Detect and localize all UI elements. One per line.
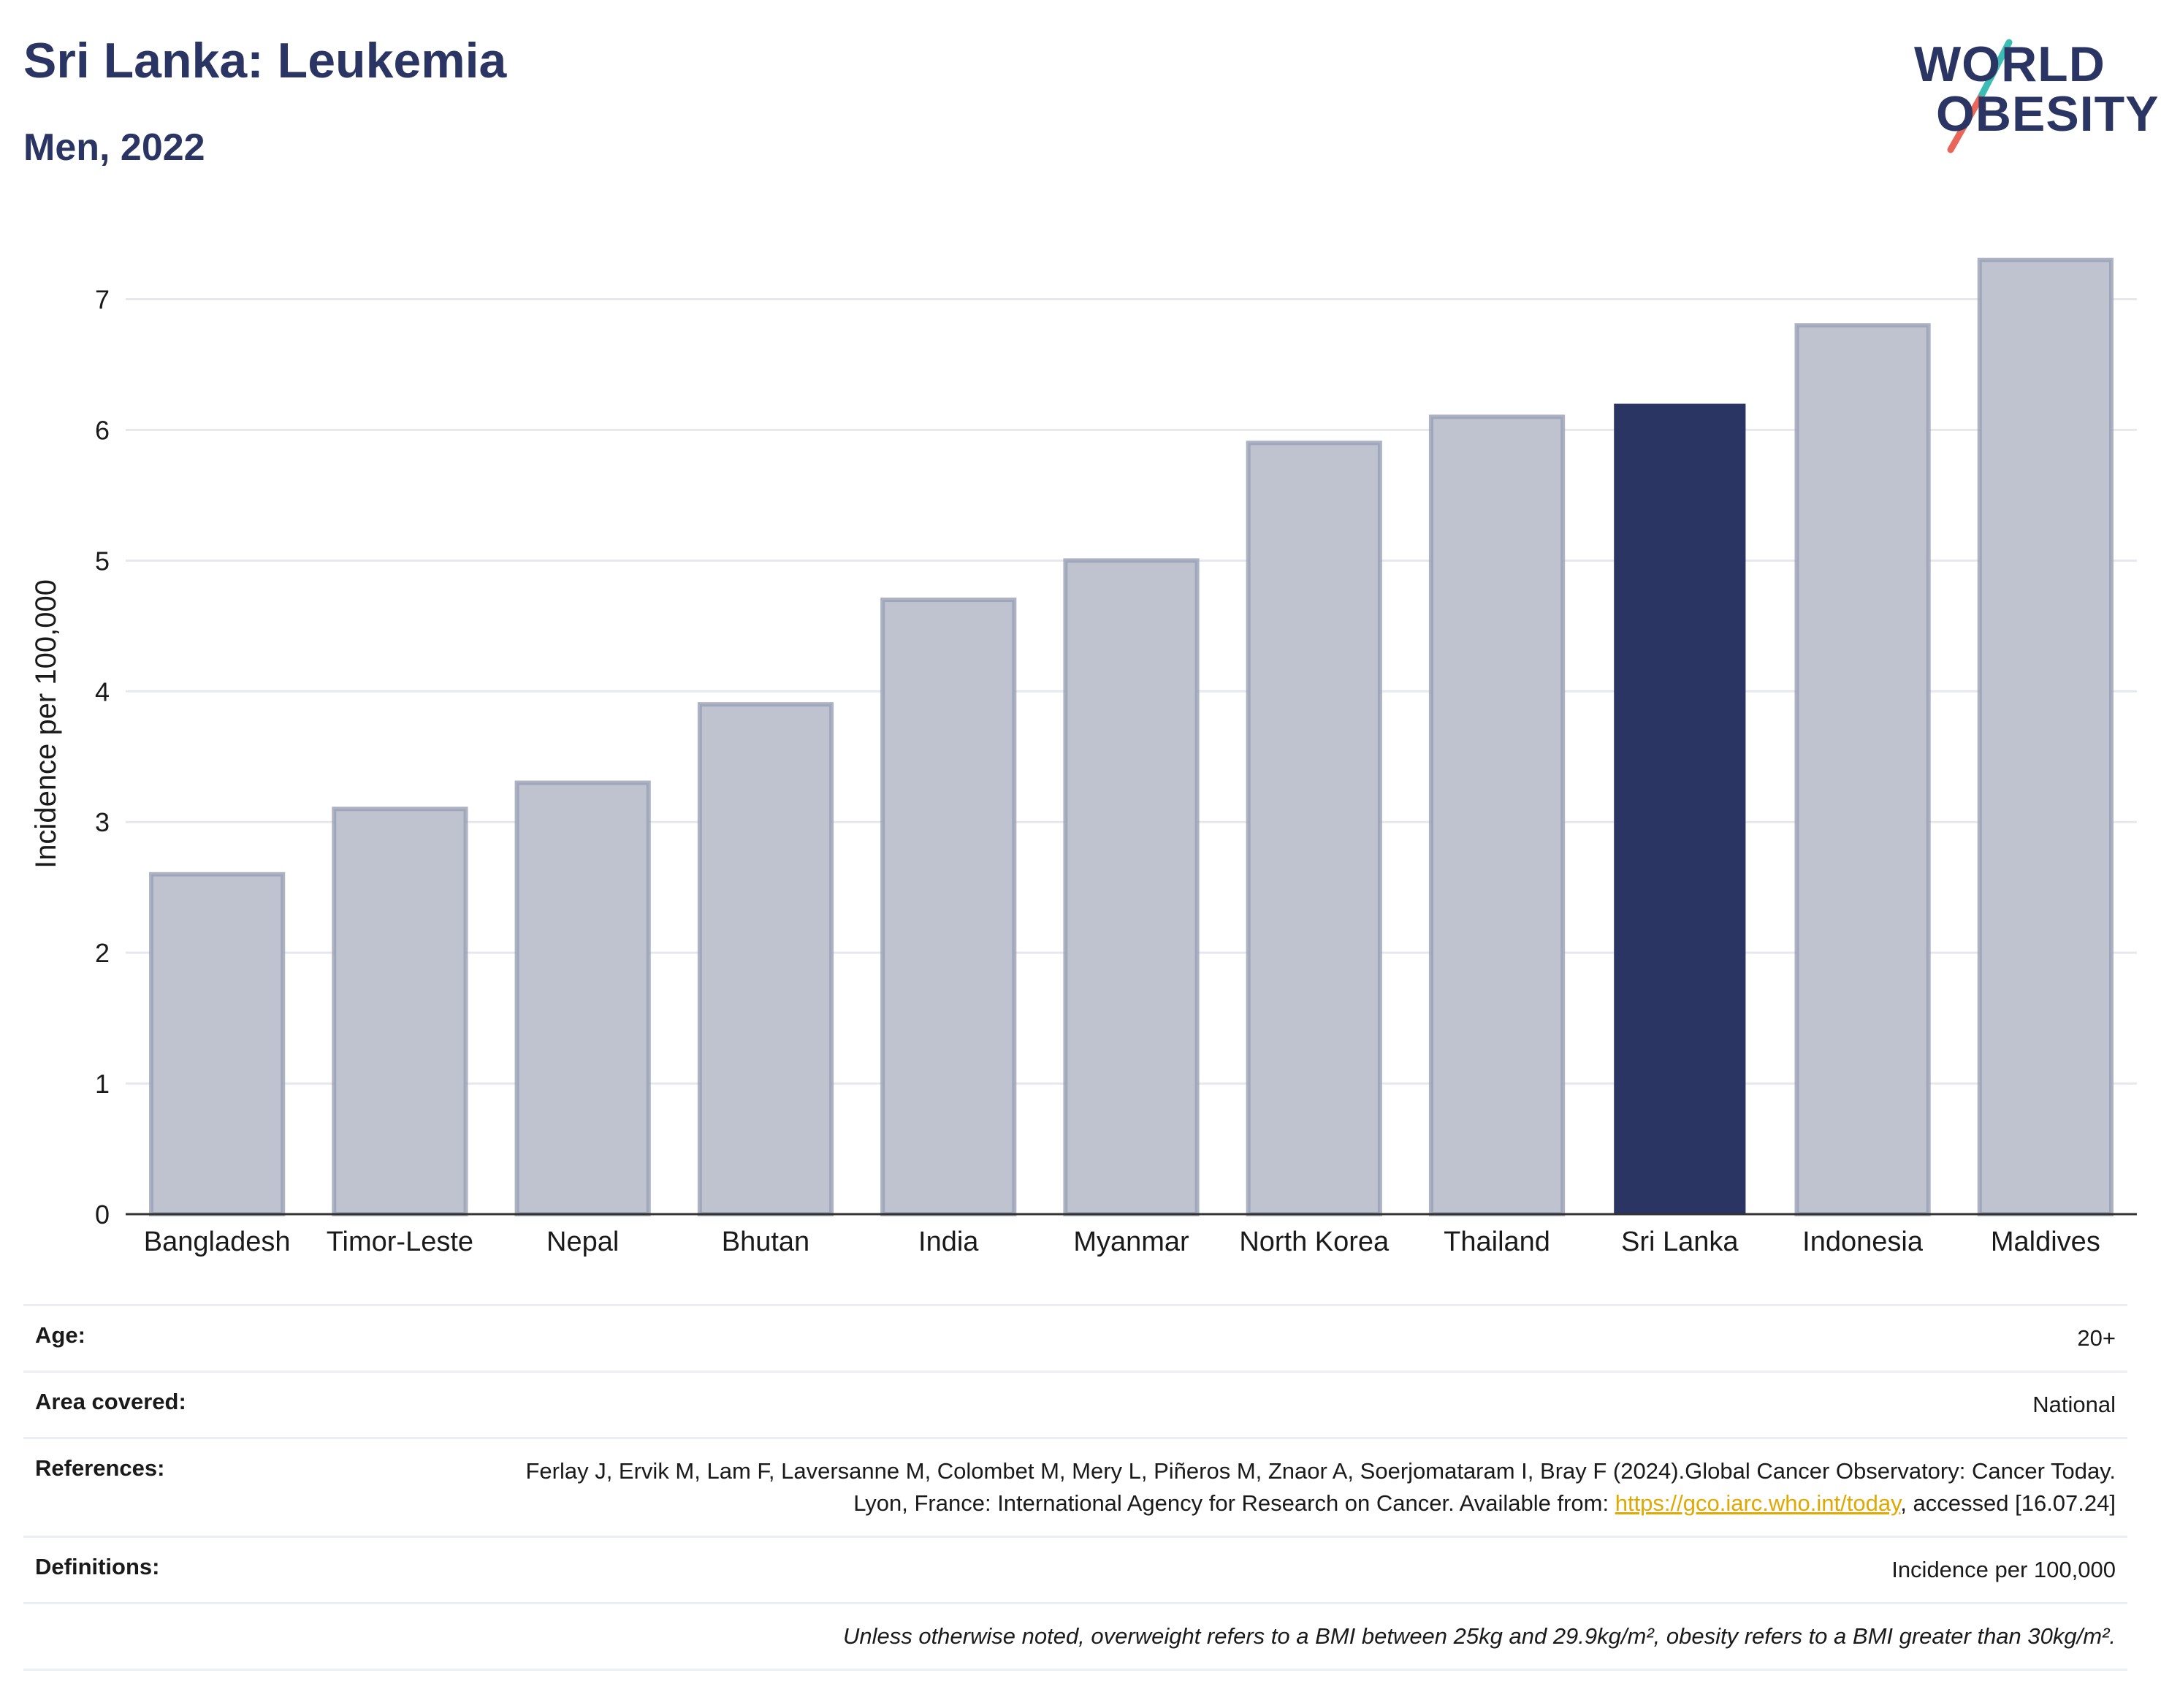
- x-tick-label: Indonesia: [1802, 1227, 1924, 1257]
- y-tick-label: 4: [95, 676, 110, 706]
- chart-subtitle: Men, 2022: [23, 126, 205, 169]
- references-link[interactable]: https://gco.iarc.who.int/today: [1615, 1490, 1901, 1516]
- meta-row-references: References: Ferlay J, Ervik M, Lam F, La…: [23, 1437, 2127, 1536]
- x-tick-label: Maldives: [1991, 1227, 2100, 1257]
- meta-row-age: Age: 20+: [23, 1304, 2127, 1370]
- bar-nepal: [514, 780, 651, 1216]
- references-label: References:: [35, 1455, 165, 1481]
- y-tick-label: 6: [95, 415, 110, 445]
- bar-maldives: [1977, 257, 2114, 1217]
- y-axis-title: Incidence per 100,000: [30, 579, 62, 869]
- y-tick-label: 7: [95, 284, 110, 314]
- x-tick-label: Nepal: [546, 1227, 619, 1257]
- references-value: Ferlay J, Ervik M, Lam F, Laversanne M, …: [508, 1455, 2116, 1520]
- bar-bangladesh: [149, 872, 286, 1216]
- y-tick-label: 1: [95, 1069, 110, 1099]
- x-tick-label: Thailand: [1444, 1227, 1550, 1257]
- metadata-table: Age: 20+ Area covered: National Referenc…: [23, 1304, 2127, 1671]
- x-tick-label: Timor-Leste: [327, 1227, 473, 1257]
- bar-indonesia: [1794, 323, 1931, 1217]
- y-tick-label: 2: [95, 938, 110, 968]
- y-tick-label: 3: [95, 807, 110, 837]
- age-label: Age:: [35, 1322, 85, 1348]
- x-tick-label: India: [918, 1227, 979, 1257]
- x-tick-label: Myanmar: [1073, 1227, 1189, 1257]
- x-tick-label: North Korea: [1239, 1227, 1390, 1257]
- references-accessed: , accessed [16.07.24]: [1900, 1490, 2116, 1516]
- world-obesity-logo: WORLD OBESITY: [1899, 29, 2159, 161]
- age-value: 20+: [2077, 1325, 2116, 1351]
- definitions-value: Incidence per 100,000: [1891, 1557, 2116, 1582]
- area-label: Area covered:: [35, 1389, 186, 1414]
- definitions-label: Definitions:: [35, 1554, 160, 1579]
- logo-word-world: WORLD: [1914, 37, 2105, 92]
- footnote: Unless otherwise noted, overweight refer…: [842, 1623, 2116, 1649]
- bar-timor-leste: [332, 807, 468, 1216]
- bar-north-korea: [1246, 441, 1382, 1216]
- y-tick-label: 5: [95, 546, 110, 576]
- x-tick-label: Sri Lanka: [1621, 1227, 1739, 1257]
- bar-chart: 0 1 2 3 4 5 6 7 Incidence per 100,000 Bangladesh T…: [30, 257, 2137, 1257]
- y-tick-label: 0: [95, 1200, 110, 1229]
- meta-row-definitions: Definitions: Incidence per 100,000: [23, 1536, 2127, 1602]
- bar-bhutan: [697, 702, 834, 1216]
- chart-title: Sri Lanka: Leukemia: [23, 33, 507, 88]
- x-tick-label: Bhutan: [722, 1227, 809, 1257]
- x-tick-label: Bangladesh: [144, 1227, 291, 1257]
- meta-row-area: Area covered: National: [23, 1370, 2127, 1437]
- bar-thailand: [1428, 414, 1566, 1216]
- bar-myanmar: [1063, 558, 1200, 1217]
- logo-slash-icon: [1947, 39, 2013, 153]
- bar-india: [880, 598, 1017, 1216]
- logo-word-obesity: OBESITY: [1936, 86, 2160, 142]
- meta-row-note: Unless otherwise noted, overweight refer…: [23, 1602, 2127, 1671]
- bar-sri-lanka: [1614, 403, 1746, 1215]
- references-text: Ferlay J, Ervik M, Lam F, Laversanne M, …: [525, 1458, 2116, 1516]
- area-value: National: [2032, 1392, 2116, 1417]
